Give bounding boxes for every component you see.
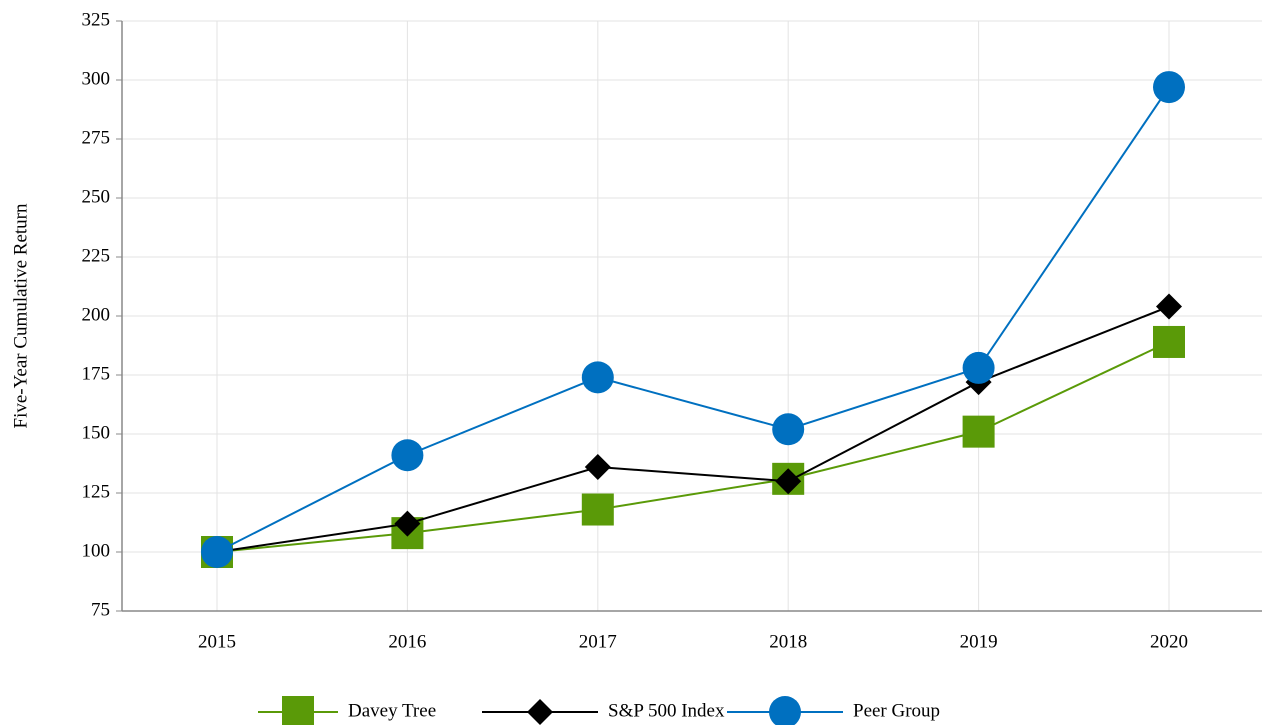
legend-label: S&P 500 Index bbox=[608, 700, 725, 721]
legend-marker bbox=[527, 699, 553, 725]
data-point bbox=[581, 361, 614, 394]
y-tick-label: 225 bbox=[82, 245, 111, 266]
x-tick-label: 2020 bbox=[1150, 631, 1188, 652]
data-point bbox=[1153, 71, 1185, 104]
data-point bbox=[1153, 325, 1185, 358]
y-tick-label: 300 bbox=[82, 68, 111, 89]
legend-marker bbox=[282, 696, 314, 725]
x-tick-label: 2015 bbox=[198, 631, 236, 652]
data-point bbox=[391, 439, 424, 472]
legend-marker bbox=[769, 696, 801, 725]
data-point bbox=[962, 351, 995, 384]
y-axis-label: Five-Year Cumulative Return bbox=[10, 203, 31, 428]
x-tick-label: 2019 bbox=[960, 631, 998, 652]
data-point bbox=[584, 454, 611, 481]
legend-label: Peer Group bbox=[853, 700, 940, 721]
x-tick-label: 2016 bbox=[388, 631, 426, 652]
data-point bbox=[775, 468, 802, 495]
y-tick-label: 250 bbox=[82, 186, 111, 207]
y-tick-label: 100 bbox=[82, 540, 111, 561]
y-tick-label: 275 bbox=[82, 127, 111, 148]
data-point bbox=[394, 510, 421, 537]
data-point bbox=[962, 415, 995, 448]
y-tick-label: 75 bbox=[91, 599, 110, 620]
x-tick-label: 2017 bbox=[579, 631, 617, 652]
legend-label: Davey Tree bbox=[348, 700, 436, 721]
data-point bbox=[772, 413, 805, 446]
y-tick-label: 325 bbox=[82, 9, 111, 30]
series-line bbox=[216, 305, 1170, 553]
y-tick-label: 200 bbox=[82, 304, 111, 325]
series-line bbox=[216, 341, 1170, 553]
y-tick-label: 175 bbox=[82, 363, 111, 384]
y-tick-label: 125 bbox=[82, 481, 111, 502]
x-tick-label: 2018 bbox=[769, 631, 807, 652]
data-point bbox=[581, 493, 614, 526]
series-line bbox=[216, 86, 1170, 553]
data-point bbox=[1156, 293, 1182, 320]
data-point bbox=[201, 536, 233, 568]
y-tick-label: 150 bbox=[82, 422, 111, 443]
